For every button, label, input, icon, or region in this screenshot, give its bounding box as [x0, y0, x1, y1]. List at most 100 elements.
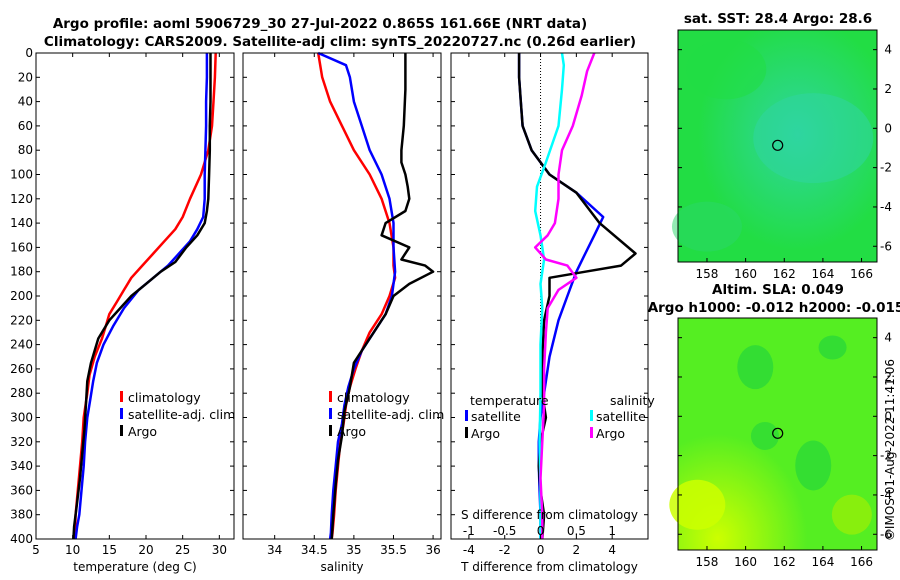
x-tick-label: 20 [138, 543, 153, 557]
top-x-tick-label: 0.5 [567, 524, 586, 538]
x-tick-label: 10 [65, 543, 80, 557]
y-tick-label: 400 [10, 532, 33, 546]
top-x-tick-label: -1 [463, 524, 475, 538]
map-y-tick-label: -6 [880, 527, 892, 541]
legend-label: satellite [596, 409, 646, 424]
sla-map-texture-blob [795, 440, 832, 491]
legend-label: Argo [596, 426, 625, 441]
y-tick-label: 240 [10, 338, 33, 352]
legend-label: satellite-adj. clim [337, 407, 444, 422]
sst-map-texture-blob [686, 39, 767, 100]
salinity-series-argo [330, 53, 435, 540]
map-x-tick-label: 158 [696, 267, 719, 281]
difference-series-temperature-satellite [517, 53, 605, 539]
x-tick-label: 34.5 [301, 543, 328, 557]
y-tick-label: 0 [25, 46, 33, 60]
sla-map-texture-blob [737, 345, 774, 390]
salinity-series-satellite-adj-clim [317, 51, 397, 540]
y-tick-label: 160 [10, 240, 33, 254]
sla-map-title-line2: Argo h1000: -0.012 h2000: -0.015 [648, 300, 900, 316]
salinity-x-axis-label: salinity [320, 560, 363, 574]
legend-label: climatology [128, 390, 201, 405]
sst-map-panel: 158 160 162 164 166 4 2 0 -2 -4 -6 [671, 29, 892, 281]
sst-map-title: sat. SST: 28.4 Argo: 28.6 [684, 11, 872, 27]
y-tick-label: 180 [10, 265, 33, 279]
temperature-series-climatology [73, 52, 217, 540]
difference-series-salinity-argo [533, 52, 596, 539]
top-x-tick-label: 0 [537, 524, 545, 538]
x-tick-label: -2 [499, 543, 511, 557]
x-tick-label: 15 [102, 543, 117, 557]
legend-label: satellite [471, 409, 521, 424]
y-tick-label: 140 [10, 216, 33, 230]
temperature-x-axis-label: temperature (deg C) [73, 560, 196, 574]
main-title-line1: Argo profile: aoml 5906729_30 27-Jul-202… [53, 16, 587, 32]
x-tick-label: 35.5 [380, 543, 407, 557]
map-x-tick-label: 162 [773, 267, 796, 281]
legend-label: Argo [128, 424, 157, 439]
legend-swatch [590, 410, 593, 421]
x-tick-label: 0 [537, 543, 545, 557]
difference-series-temperature-argo [517, 53, 637, 540]
x-tick-label: 25 [175, 543, 190, 557]
y-tick-label: 260 [10, 362, 33, 376]
map-y-tick-label: 0 [884, 121, 892, 135]
legend-swatch [120, 408, 123, 419]
y-tick-label: 320 [10, 435, 33, 449]
copyright-stamp: ©IMOS 01-Aug-2022 11:41:06 [883, 359, 897, 541]
difference-series-salinity-satellite [533, 52, 566, 539]
map-x-tick-label: 166 [850, 267, 873, 281]
temperature-series-satellite-adj-clim [74, 53, 209, 540]
map-x-tick-label: 158 [696, 555, 719, 569]
map-x-tick-label: 164 [811, 555, 834, 569]
y-tick-label: 40 [18, 95, 33, 109]
sla-map-texture-blob [818, 335, 847, 360]
y-tick-label: 360 [10, 483, 33, 497]
map-y-tick-label: -2 [880, 161, 892, 175]
map-x-tick-label: 164 [811, 267, 834, 281]
map-y-tick-label: -2 [880, 449, 892, 463]
legend-label: climatology [337, 390, 410, 405]
map-y-tick-label: 4 [884, 331, 892, 345]
map-y-tick-label: -4 [880, 488, 892, 502]
map-y-tick-label: 2 [884, 370, 892, 384]
x-tick-label: 34 [267, 543, 282, 557]
sla-map-frame [677, 317, 878, 551]
sla-map-texture-blob [750, 421, 779, 450]
y-tick-label: 120 [10, 192, 33, 206]
sla-map-argo-location-marker [772, 427, 784, 439]
legend-swatch [465, 410, 468, 421]
salinity-panel: 34 34.5 35 35.5 36 salinity climatology satelli… [242, 51, 444, 574]
temperature-panel: 0 20 40 60 80 100 120 140 160 180 200 220 240 260 280 3… [10, 46, 235, 574]
temperature-series-argo [72, 53, 212, 540]
y-tick-label: 100 [10, 168, 33, 182]
legend-group-title: salinity [610, 393, 655, 408]
main-title-line2: Climatology: CARS2009. Satellite-adj cli… [44, 34, 636, 50]
legend-swatch [329, 425, 332, 436]
sla-map-texture-blob [669, 479, 726, 530]
legend-label: Argo [337, 424, 366, 439]
map-x-tick-label: 166 [850, 555, 873, 569]
map-y-tick-label: -4 [880, 200, 892, 214]
sla-map-title-line1: Altim. SLA: 0.049 [712, 282, 844, 298]
x-tick-label: 35 [346, 543, 361, 557]
map-y-tick-label: -6 [880, 239, 892, 253]
y-tick-label: 280 [10, 386, 33, 400]
legend-swatch [329, 408, 332, 419]
sla-map-panel: 158 160 162 164 166 4 2 0 -2 -4 -6 [669, 317, 892, 569]
map-y-tick-label: 4 [884, 43, 892, 57]
y-tick-label: 380 [10, 508, 33, 522]
sst-map-texture-blob [671, 201, 742, 252]
difference-panel: -4 -2 0 2 4 T difference from climatology S di… [450, 52, 655, 574]
sst-map-texture-blob [753, 93, 874, 184]
map-y-tick-label: 2 [884, 82, 892, 96]
salinity-difference-axis-label: S difference from climatology [461, 508, 638, 522]
legend-swatch [329, 391, 332, 402]
y-tick-label: 20 [18, 70, 33, 84]
x-tick-label: 4 [608, 543, 616, 557]
sst-map-argo-location-marker [772, 139, 784, 151]
sst-map-frame [677, 29, 878, 263]
top-x-tick-label: 1 [608, 524, 616, 538]
map-x-tick-label: 160 [734, 267, 757, 281]
